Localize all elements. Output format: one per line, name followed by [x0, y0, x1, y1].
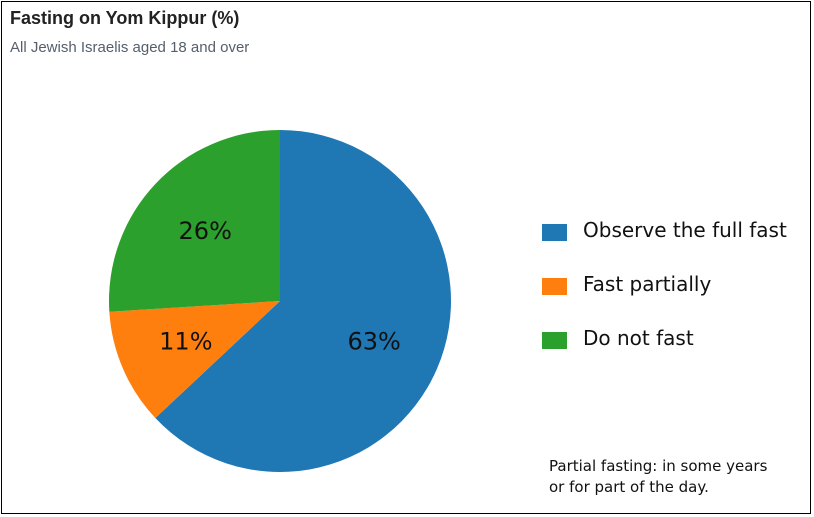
- legend-swatch-fast-partially: [542, 278, 567, 295]
- footnote-line-2: or for part of the day.: [549, 478, 709, 496]
- pie-label-observe-full-fast: 63%: [347, 328, 400, 356]
- legend-label-fast-partially: Fast partially: [583, 272, 712, 296]
- legend-item-do-not-fast: Do not fast: [542, 326, 812, 380]
- pie-label-fast-partially: 11%: [159, 328, 212, 356]
- legend-swatch-observe-full-fast: [542, 224, 567, 241]
- chart-title: Fasting on Yom Kippur (%): [10, 8, 240, 28]
- legend-item-observe-full-fast: Observe the full fast: [542, 218, 812, 272]
- legend-swatch-do-not-fast: [542, 332, 567, 349]
- pie-label-do-not-fast: 26%: [179, 217, 232, 245]
- legend-label-observe-full-fast: Observe the full fast: [583, 218, 787, 242]
- legend-item-fast-partially: Fast partially: [542, 272, 812, 326]
- chart-subtitle: All Jewish Israelis aged 18 and over: [10, 39, 250, 56]
- footnote: Partial fasting: in some years or for pa…: [549, 456, 767, 498]
- pie-slice-do-not-fast: [109, 130, 280, 312]
- pie-slice-fast-partially: [109, 301, 280, 419]
- legend: Observe the full fast Fast partially Do …: [542, 218, 812, 380]
- pie-slice-observe-full-fast: [155, 130, 451, 473]
- legend-label-do-not-fast: Do not fast: [583, 326, 694, 350]
- footnote-line-1: Partial fasting: in some years: [549, 457, 768, 475]
